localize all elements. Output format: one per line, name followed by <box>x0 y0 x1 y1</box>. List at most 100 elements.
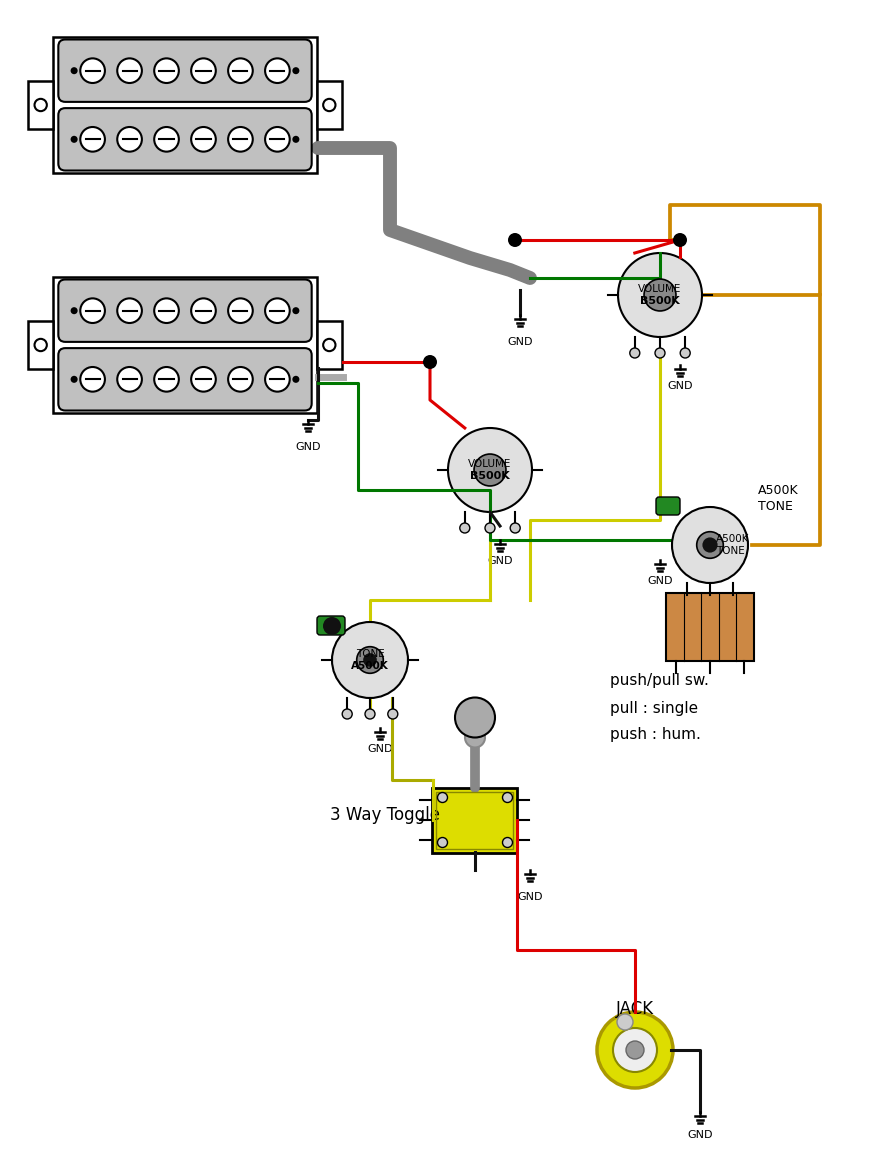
Circle shape <box>460 523 469 533</box>
FancyBboxPatch shape <box>58 279 311 342</box>
Circle shape <box>117 299 142 323</box>
Circle shape <box>616 1015 633 1030</box>
Circle shape <box>117 367 142 392</box>
Circle shape <box>464 727 484 748</box>
Circle shape <box>117 128 142 152</box>
Circle shape <box>332 622 408 697</box>
Circle shape <box>265 299 289 323</box>
Circle shape <box>35 99 47 111</box>
Circle shape <box>35 339 47 352</box>
FancyBboxPatch shape <box>316 616 345 635</box>
Text: GND: GND <box>517 892 542 902</box>
Circle shape <box>154 367 179 392</box>
Bar <box>29 80 53 129</box>
Text: TONE: TONE <box>355 649 384 660</box>
Circle shape <box>80 59 105 83</box>
Circle shape <box>80 367 105 392</box>
Circle shape <box>673 233 687 247</box>
Text: GND: GND <box>295 442 321 452</box>
Text: A500K: A500K <box>351 661 388 671</box>
Circle shape <box>356 647 383 673</box>
Circle shape <box>654 348 664 358</box>
Circle shape <box>365 709 375 719</box>
Circle shape <box>643 279 675 311</box>
Circle shape <box>422 355 436 369</box>
Circle shape <box>437 838 447 848</box>
Bar <box>436 792 513 848</box>
Circle shape <box>228 299 253 323</box>
Circle shape <box>613 1028 656 1072</box>
Circle shape <box>154 299 179 323</box>
Circle shape <box>265 367 289 392</box>
Text: VOLUME: VOLUME <box>638 284 681 294</box>
Circle shape <box>322 99 335 111</box>
Text: B500K: B500K <box>469 471 509 481</box>
Circle shape <box>671 507 747 583</box>
Circle shape <box>154 128 179 152</box>
Text: GND: GND <box>487 556 512 566</box>
Circle shape <box>437 793 447 802</box>
Circle shape <box>228 128 253 152</box>
Text: push/pull sw.: push/pull sw. <box>609 672 708 687</box>
Circle shape <box>342 709 352 719</box>
Circle shape <box>701 538 717 553</box>
Circle shape <box>507 233 521 247</box>
Circle shape <box>70 67 77 75</box>
Circle shape <box>292 376 299 383</box>
FancyBboxPatch shape <box>58 108 311 170</box>
Text: A500K: A500K <box>757 484 798 496</box>
Circle shape <box>322 339 335 352</box>
Text: 3 Way Toggle: 3 Way Toggle <box>329 805 440 824</box>
Text: GND: GND <box>507 337 532 347</box>
Circle shape <box>228 367 253 392</box>
Circle shape <box>617 253 701 337</box>
Circle shape <box>388 709 397 719</box>
Text: JACK: JACK <box>615 1000 653 1018</box>
Text: VOLUME: VOLUME <box>468 458 511 469</box>
Circle shape <box>265 59 289 83</box>
Bar <box>29 321 53 369</box>
Circle shape <box>191 299 216 323</box>
Circle shape <box>509 523 520 533</box>
Circle shape <box>292 307 299 314</box>
Circle shape <box>117 59 142 83</box>
Circle shape <box>322 617 341 635</box>
Bar <box>316 321 342 369</box>
Text: TONE: TONE <box>757 501 792 514</box>
Circle shape <box>596 1012 673 1088</box>
Circle shape <box>70 307 77 314</box>
Circle shape <box>191 367 216 392</box>
Circle shape <box>292 67 299 75</box>
Text: GND: GND <box>687 1129 712 1140</box>
Text: GND: GND <box>667 381 692 391</box>
Circle shape <box>362 653 376 666</box>
Circle shape <box>80 128 105 152</box>
Circle shape <box>265 128 289 152</box>
Circle shape <box>292 136 299 142</box>
FancyBboxPatch shape <box>655 498 680 515</box>
Bar <box>666 593 753 661</box>
Circle shape <box>154 59 179 83</box>
Text: A500K: A500K <box>715 534 748 543</box>
FancyBboxPatch shape <box>58 39 311 102</box>
Circle shape <box>680 348 689 358</box>
Bar <box>316 80 342 129</box>
Circle shape <box>474 454 506 486</box>
Circle shape <box>228 59 253 83</box>
Circle shape <box>502 793 512 802</box>
Circle shape <box>484 523 494 533</box>
Bar <box>53 37 316 173</box>
Text: TONE: TONE <box>715 546 744 556</box>
Circle shape <box>70 376 77 383</box>
Circle shape <box>448 427 531 512</box>
Circle shape <box>629 348 639 358</box>
Text: B500K: B500K <box>640 296 679 306</box>
Bar <box>432 787 517 853</box>
Circle shape <box>696 532 722 558</box>
Text: GND: GND <box>647 576 672 586</box>
Circle shape <box>70 136 77 142</box>
FancyBboxPatch shape <box>58 348 311 410</box>
Circle shape <box>502 838 512 848</box>
Circle shape <box>454 697 494 738</box>
Bar <box>53 277 316 414</box>
